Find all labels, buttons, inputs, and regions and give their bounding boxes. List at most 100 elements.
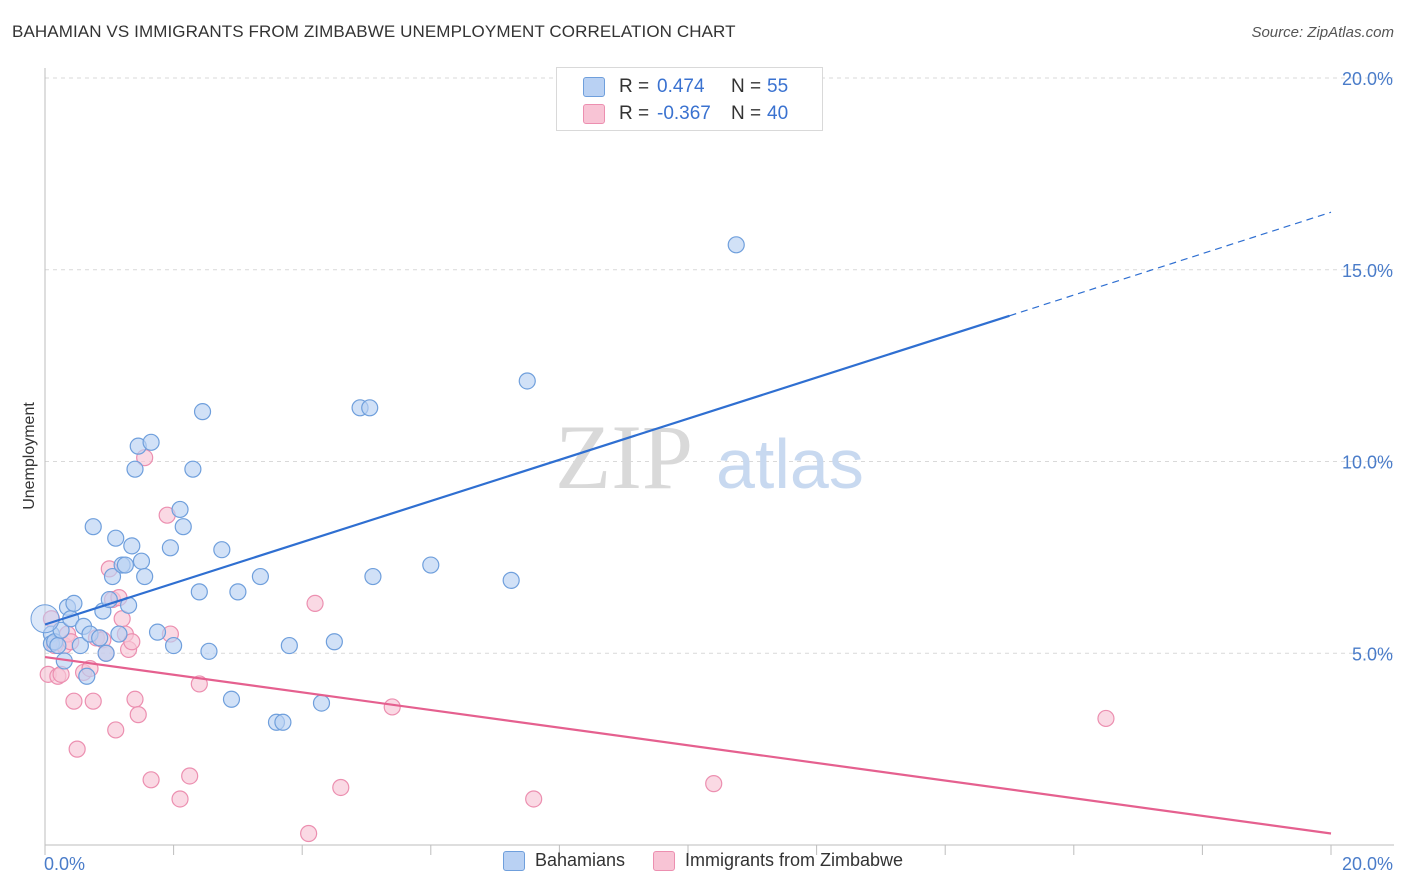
bahamian-point (165, 636, 183, 655)
bahamian-point (312, 694, 331, 712)
bahamian-point (174, 518, 192, 536)
legend-n-label: N = (731, 76, 762, 97)
zimbabwe-point (129, 706, 147, 724)
zimbabwe-point (126, 690, 144, 708)
bahamian-point (142, 433, 160, 451)
bahamian-point (116, 556, 134, 574)
bahamian-point (229, 583, 247, 601)
zimbabwe-point (300, 824, 318, 843)
bahamian-point (251, 567, 270, 586)
watermark: ZIP atlas (555, 406, 864, 508)
zimbabwe-point (332, 778, 350, 797)
bahamian-point (49, 636, 67, 655)
bahamian-point (123, 537, 141, 555)
y-tick-label: 20.0% (1342, 69, 1393, 89)
source-label: Source: ZipAtlas.com (1251, 24, 1394, 41)
bahamian-point (97, 644, 115, 662)
bahamian-point (78, 667, 96, 685)
bahamian-point (727, 236, 745, 254)
x-tick-label-max: 20.0% (1342, 854, 1393, 874)
y-tick-label: 5.0% (1352, 644, 1393, 664)
legend-r-label: R = (619, 76, 650, 97)
legend-item-bahamians[interactable]: Bahamians (502, 850, 625, 871)
bahamian-point (161, 539, 179, 557)
bahamian-point (103, 567, 122, 586)
bahamian-point (65, 594, 83, 612)
watermark-atlas: atlas (716, 425, 864, 503)
zimbabwe-point (181, 767, 199, 785)
legend-label-bahamians: Bahamians (534, 850, 625, 870)
trendline-bahamians-projection (1009, 211, 1332, 317)
bahamian-point (193, 403, 212, 421)
bahamian-point (213, 541, 231, 559)
bahamian-point (91, 629, 109, 647)
bahamian-point (126, 460, 144, 478)
legend-item-zimbabwe[interactable]: Immigrants from Zimbabwe (653, 850, 903, 871)
y-tick-label: 15.0% (1342, 261, 1393, 281)
trendline-bahamians (44, 314, 1010, 626)
legend-row-zimbabwe: R = -0.367 N = 40 (583, 101, 788, 127)
zimbabwe-point (525, 790, 543, 808)
trendline-zimbabwe (44, 655, 1332, 835)
bahamian-point (30, 604, 60, 634)
bahamian-point (84, 518, 102, 536)
series-legend: Bahamians Immigrants from Zimbabwe (0, 850, 1406, 871)
legend-swatch-pink (653, 850, 675, 871)
legend-n-value: 55 (767, 76, 789, 97)
bahamian-point (280, 636, 298, 655)
chart-title: BAHAMIAN VS IMMIGRANTS FROM ZIMBABWE UNE… (12, 22, 736, 41)
zimbabwe-point (1097, 709, 1115, 728)
bahamian-point (361, 399, 379, 417)
grid-lines (45, 77, 1394, 654)
zimbabwe-point (142, 771, 160, 789)
watermark-zip: ZIP (555, 406, 693, 508)
x-tick-labels: 0.0% 20.0% (44, 854, 1393, 874)
bahamian-point (132, 552, 151, 570)
bahamian-point (190, 583, 208, 601)
bahamian-point (274, 713, 292, 731)
legend-label-zimbabwe: Immigrants from Zimbabwe (685, 850, 904, 870)
zimbabwe-point (84, 692, 102, 710)
y-axis-label: Unemployment (21, 402, 38, 510)
bahamian-point (518, 372, 536, 390)
correlation-legend: R = 0.474 N = 55 R = -0.367 N = 40 (556, 67, 823, 131)
legend-n-value: 40 (767, 103, 789, 124)
bahamian-point (184, 460, 202, 478)
bahamian-point (107, 529, 125, 547)
bahamian-point (200, 642, 218, 660)
legend-r-value: -0.367 (657, 103, 711, 124)
series-bahamians-points (30, 236, 745, 731)
zimbabwe-point (65, 692, 83, 710)
bahamian-point (325, 633, 343, 651)
trendlines (44, 211, 1332, 835)
bahamian-point (171, 500, 189, 519)
axes (44, 68, 1394, 855)
legend-swatch-blue (502, 850, 525, 871)
legend-n-label: N = (731, 103, 762, 124)
zimbabwe-point (306, 594, 324, 612)
bahamian-point (148, 623, 167, 641)
legend-swatch-blue (583, 77, 605, 97)
zimbabwe-point (190, 675, 208, 693)
bahamian-point (422, 556, 440, 574)
x-tick-label-min: 0.0% (44, 854, 85, 874)
legend-swatch-pink (583, 104, 605, 124)
zimbabwe-point (107, 721, 125, 739)
bahamian-point (222, 690, 241, 708)
zimbabwe-point (705, 775, 723, 793)
zimbabwe-point (383, 698, 401, 716)
legend-r-label: R = (619, 103, 650, 124)
zimbabwe-point (171, 790, 189, 808)
y-tick-label: 10.0% (1342, 453, 1393, 473)
bahamian-point (71, 636, 89, 655)
bahamian-point (364, 567, 382, 586)
zimbabwe-point (123, 633, 141, 651)
y-tick-labels: 5.0% 10.0% 15.0% 20.0% (1342, 69, 1393, 664)
legend-r-value: 0.474 (657, 76, 705, 97)
zimbabwe-point (68, 740, 86, 758)
bahamian-point (136, 567, 154, 586)
bahamian-point (110, 625, 128, 643)
legend-row-bahamians: R = 0.474 N = 55 (583, 74, 788, 100)
bahamian-point (502, 571, 520, 589)
